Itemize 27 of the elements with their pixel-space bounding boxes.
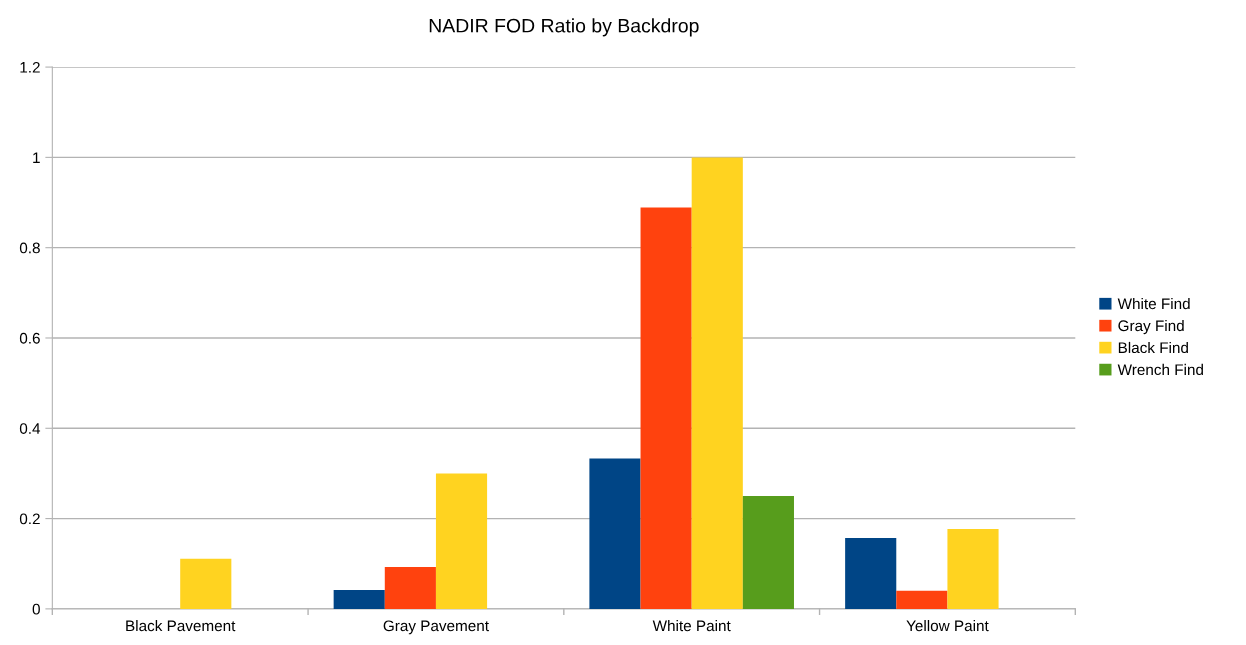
bar <box>947 528 999 609</box>
y-tick-label: 1.2 <box>20 61 40 73</box>
bar <box>384 566 436 609</box>
y-tick-label: 0.6 <box>19 332 40 344</box>
y-tick-label: 0.4 <box>19 423 41 434</box>
legend-label: White Find <box>1117 297 1190 310</box>
bar <box>691 157 743 609</box>
bar <box>435 473 488 609</box>
y-tick-label: 0.8 <box>19 242 40 254</box>
bar <box>896 590 948 609</box>
bar <box>640 207 692 609</box>
bar <box>845 537 897 609</box>
x-tick-label: White Paint <box>652 619 731 632</box>
bar <box>180 558 232 609</box>
bar <box>742 496 794 609</box>
x-tick-label: Yellow Paint <box>906 619 989 632</box>
chart-title: NADIR FOD Ratio by Backdrop <box>429 18 699 37</box>
x-tick-label: Black Pavement <box>126 619 236 632</box>
legend-label: Wrench Find <box>1117 363 1203 376</box>
bar <box>589 458 641 609</box>
legend-label: Gray Find <box>1118 319 1184 335</box>
y-tick-label: 0 <box>32 603 40 615</box>
legend-label: Black Find <box>1118 341 1188 354</box>
x-tick-label: Gray Pavement <box>383 620 489 635</box>
y-tick-label: 1 <box>33 152 40 163</box>
bar <box>333 589 385 609</box>
y-tick-label: 0.2 <box>19 513 40 525</box>
